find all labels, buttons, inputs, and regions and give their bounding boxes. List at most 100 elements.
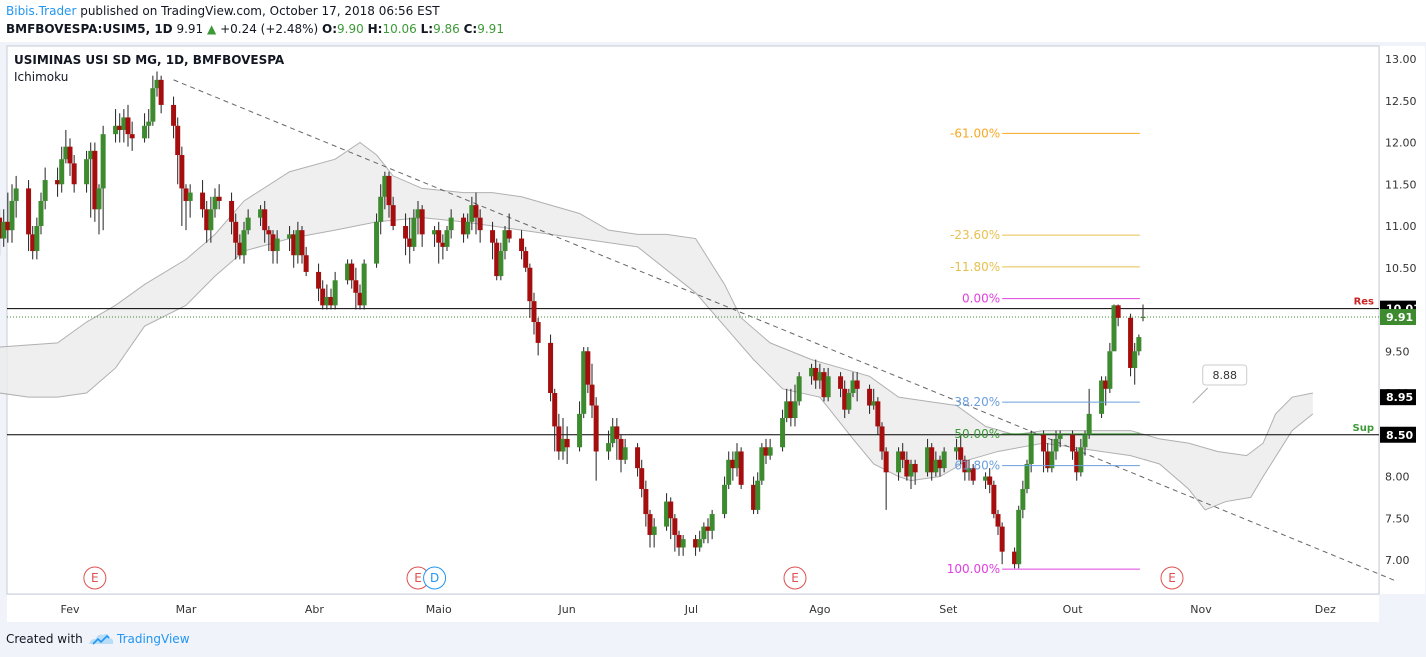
event-marker-e[interactable] — [83, 566, 107, 590]
candle-body — [154, 79, 160, 89]
candle-body — [1028, 434, 1034, 464]
candle-body — [316, 271, 322, 289]
indicator-label: Ichimoku — [14, 70, 68, 84]
candle — [175, 117, 181, 185]
candle — [1024, 459, 1030, 494]
candle-body — [900, 451, 906, 460]
candle — [722, 476, 728, 519]
author-link[interactable]: Bibis.Trader — [6, 4, 77, 18]
candle — [129, 121, 135, 151]
event-marker-e[interactable] — [1160, 566, 1184, 590]
candle — [1074, 447, 1080, 481]
candle-body — [502, 230, 508, 252]
candle-body — [929, 447, 935, 473]
candle-body — [722, 484, 728, 515]
candle-body — [817, 372, 823, 381]
candle — [171, 96, 177, 139]
candle — [490, 221, 496, 260]
candle-body — [5, 221, 11, 231]
y-tick-label: 11.00 — [1385, 220, 1417, 233]
candle-body — [100, 134, 106, 189]
candle-body — [614, 426, 620, 439]
candle — [1082, 430, 1088, 456]
candle — [208, 196, 214, 243]
candle-body — [531, 301, 537, 323]
y-tick-label: 11.50 — [1385, 178, 1417, 191]
candle — [345, 259, 351, 285]
line-label-res: Res — [1354, 297, 1374, 308]
candle — [821, 367, 827, 402]
candle-body — [113, 125, 119, 135]
y-tick-label: 7.00 — [1385, 554, 1410, 567]
candle-body — [709, 514, 715, 531]
line-label-sup: Sup — [1353, 423, 1374, 434]
event-marker-d[interactable] — [423, 566, 447, 590]
candle-body — [846, 393, 852, 410]
candle-body — [912, 463, 918, 473]
event-marker-e[interactable] — [783, 566, 807, 590]
candle-body — [179, 155, 185, 189]
candle — [237, 234, 243, 260]
candle-body — [763, 447, 769, 456]
candle-body — [183, 188, 189, 201]
x-tick-label: Ago — [809, 603, 831, 616]
candle — [71, 155, 77, 193]
candle — [324, 284, 330, 310]
candle-body — [415, 209, 421, 218]
candle — [730, 451, 736, 481]
tradingview-logo-icon[interactable] — [88, 630, 114, 648]
candle-body — [1, 221, 7, 239]
candle — [262, 200, 268, 243]
candle-body — [672, 518, 678, 535]
candle — [154, 71, 160, 97]
candle-body — [1107, 351, 1113, 389]
candle — [200, 180, 206, 218]
candle — [113, 109, 119, 143]
candle — [780, 409, 786, 452]
y-tick-label: 8.00 — [1385, 471, 1410, 484]
candle — [316, 263, 322, 302]
candle-body — [925, 447, 931, 473]
price-chart[interactable]: -61.00% -23.60% -11.80% 0.00% 38.20% 50.00% 61… — [0, 42, 1426, 622]
callout-box[interactable] — [1202, 364, 1248, 386]
time-axis[interactable] — [7, 595, 1379, 622]
candle-body — [523, 251, 529, 268]
candle — [734, 443, 740, 477]
price-label-box — [1380, 389, 1416, 406]
candle-body — [71, 163, 77, 185]
candle — [1070, 430, 1076, 460]
candle — [378, 184, 384, 235]
candle — [461, 213, 467, 243]
candle — [432, 226, 438, 247]
candle — [349, 259, 355, 289]
candle-body — [1041, 434, 1047, 452]
trendline[interactable] — [173, 79, 1396, 582]
candle — [726, 451, 732, 490]
candle-body — [1103, 380, 1109, 389]
candle-body — [668, 501, 674, 519]
candle-body — [693, 539, 699, 548]
x-tick-label: Dez — [1315, 603, 1336, 616]
candle — [738, 447, 744, 490]
candle — [755, 472, 761, 515]
fibonacci-retracement[interactable]: -61.00% -23.60% -11.80% 0.00% 38.20% 50.00% 61… — [947, 126, 1140, 576]
candle-body — [270, 234, 276, 252]
candle — [519, 230, 525, 260]
candle — [767, 438, 773, 460]
candle-body — [560, 438, 566, 452]
candle-body — [146, 121, 152, 126]
candle-body — [34, 226, 40, 252]
candle — [266, 226, 272, 252]
x-tick-label: Abr — [305, 603, 325, 616]
candle-body — [187, 192, 193, 201]
candle-body — [875, 401, 881, 427]
candle — [875, 397, 881, 435]
tradingview-brand[interactable]: TradingView — [117, 632, 190, 646]
callout-text: 8.88 — [1212, 369, 1237, 382]
candle — [390, 196, 396, 231]
candle-body — [999, 526, 1005, 552]
candle — [204, 200, 210, 243]
candle — [709, 509, 715, 540]
x-tick-label: Out — [1063, 603, 1084, 616]
fib-level-label: 38.20% — [954, 395, 1000, 409]
